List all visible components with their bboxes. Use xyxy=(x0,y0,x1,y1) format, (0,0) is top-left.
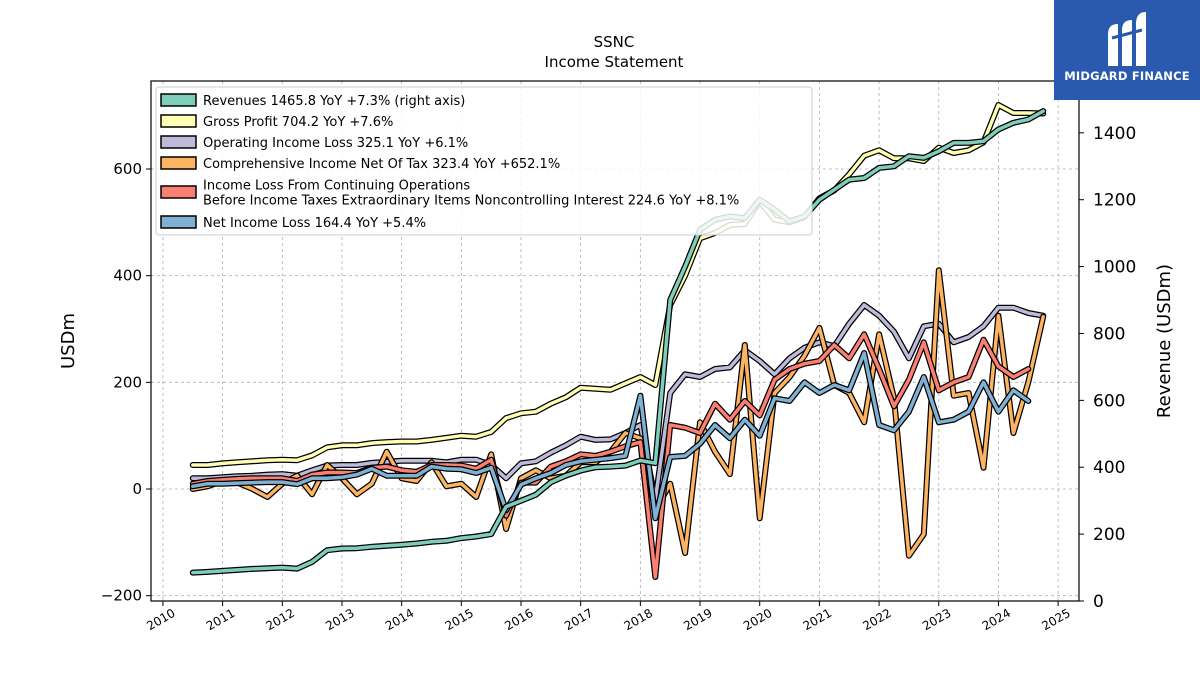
x-tick-label: 2020 xyxy=(741,606,774,633)
series-layer xyxy=(189,102,1047,580)
legend-entry-line: Before Income Taxes Extraordinary Items … xyxy=(203,194,739,209)
y-tick-label-right: 600 xyxy=(1093,391,1125,411)
midgard-logo-icon xyxy=(1108,12,1146,66)
y-tick-label-left: 400 xyxy=(113,267,142,285)
series-line-operating-income-loss xyxy=(191,303,1045,502)
legend-entry: Operating Income Loss 325.1 YoY +6.1% xyxy=(203,136,468,151)
brand-name: MIDGARD FINANCE xyxy=(1064,69,1190,83)
legend-entry-line: Net Income Loss 164.4 YoY +5.4% xyxy=(203,216,426,231)
legend-entry-line: Gross Profit 704.2 YoY +7.6% xyxy=(203,115,393,130)
legend-entry-line: Operating Income Loss 325.1 YoY +6.1% xyxy=(203,136,468,151)
y-tick-label-right: 1400 xyxy=(1093,124,1136,144)
y-tick-label-left: −200 xyxy=(101,587,142,605)
y-tick-label-right: 800 xyxy=(1093,324,1125,344)
legend-swatch xyxy=(160,114,197,128)
legend-box xyxy=(155,86,813,236)
y-tick-label-right: 400 xyxy=(1093,458,1125,478)
series-line-net-income-loss xyxy=(191,351,1031,521)
series-line-comprehensive-income-net-of-tax xyxy=(191,268,1045,558)
y-tick-label-right: 0 xyxy=(1093,592,1104,612)
x-tick-label: 2019 xyxy=(681,606,714,633)
y-tick-label-left: 200 xyxy=(113,373,142,391)
legend: Revenues 1465.8 YoY +7.3% (right axis) Gr… xyxy=(155,86,813,236)
y-tick-label-left: 0 xyxy=(132,480,142,498)
legend-entry-line: Revenues 1465.8 YoY +7.3% (right axis) xyxy=(203,94,465,109)
x-tick-label: 2011 xyxy=(204,606,237,633)
plot-frame xyxy=(150,80,1080,602)
x-tick-label: 2018 xyxy=(622,606,655,633)
y-axis-label-left: USDm xyxy=(58,313,79,369)
legend-swatch xyxy=(160,93,197,107)
legend-entry: Revenues 1465.8 YoY +7.3% (right axis) xyxy=(203,94,465,109)
y-tick-label-left: 600 xyxy=(113,160,142,178)
legend-swatch xyxy=(160,135,197,149)
x-tick-label: 2017 xyxy=(562,606,595,633)
x-axis: 2010 2011 2012 2013 2014 2015 2016 2017 2018 2019… xyxy=(144,601,1073,633)
legend-swatch xyxy=(160,156,197,170)
legend-entry-line: Comprehensive Income Net Of Tax 323.4 Yo… xyxy=(203,157,560,172)
y-tick-label-right: 1200 xyxy=(1093,191,1136,211)
series-outline-comprehensive-income-net-of-tax xyxy=(189,267,1047,559)
x-tick-label: 2013 xyxy=(323,606,356,633)
x-tick-label: 2015 xyxy=(443,606,476,633)
x-tick-label: 2021 xyxy=(801,606,834,633)
legend-swatch xyxy=(160,215,197,229)
legend-entry: Comprehensive Income Net Of Tax 323.4 Yo… xyxy=(203,157,560,172)
x-tick-label: 2023 xyxy=(920,606,953,633)
legend-entry: Net Income Loss 164.4 YoY +5.4% xyxy=(203,216,426,231)
x-tick-label: 2016 xyxy=(502,606,535,633)
x-tick-label: 2012 xyxy=(264,606,297,633)
legend-entry: Income Loss From Continuing Operations Be… xyxy=(203,179,739,209)
y-axis-label-right: Revenue (USDm) xyxy=(1154,264,1175,418)
x-tick-label: 2014 xyxy=(383,606,416,633)
legend-entry: Gross Profit 704.2 YoY +7.6% xyxy=(203,115,393,130)
x-tick-label: 2010 xyxy=(144,606,177,633)
chart-subtitle: Income Statement xyxy=(545,53,684,71)
series-line-income-loss-from-continuing-operations-b xyxy=(191,332,1031,579)
right-axis: 0 200 400 600 800 1000 1200 1400 xyxy=(1079,124,1136,612)
x-tick-label: 2022 xyxy=(860,606,893,633)
series-line-revenues xyxy=(191,109,1045,575)
midgard-finance-logo: MIDGARD FINANCE xyxy=(1054,0,1200,100)
x-tick-label: 2025 xyxy=(1039,606,1072,633)
legend-swatch xyxy=(160,185,197,199)
legend-entry-line: Income Loss From Continuing Operations xyxy=(203,179,470,194)
y-tick-label-right: 200 xyxy=(1093,525,1125,545)
left-axis: −200 0 200 400 600 xyxy=(101,160,151,605)
chart-title: SSNC xyxy=(594,33,635,51)
y-tick-label-right: 1000 xyxy=(1093,258,1136,278)
x-tick-label: 2024 xyxy=(980,606,1013,633)
